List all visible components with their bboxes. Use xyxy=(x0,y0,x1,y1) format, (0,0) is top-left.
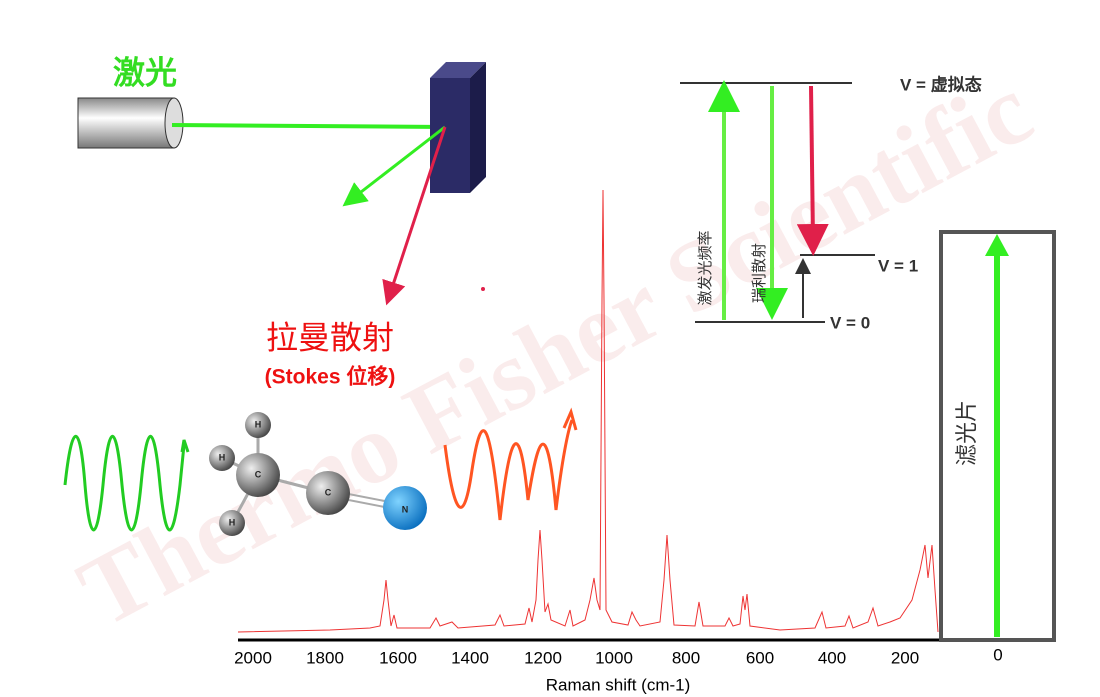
atom-label: C xyxy=(255,469,262,479)
stokes-arrow xyxy=(796,85,829,256)
atom-label: H xyxy=(255,419,262,429)
x-tick-label: 1800 xyxy=(306,648,344,667)
scatter-arrow xyxy=(342,125,446,207)
x-axis-label: Raman shift (cm-1) xyxy=(546,675,691,694)
laser-beam xyxy=(171,123,446,129)
x-tick-label: 400 xyxy=(818,648,846,667)
watermark: Thermo Fisher Scientific xyxy=(61,53,1048,648)
wave-arrowhead xyxy=(180,439,190,453)
x-tick-label: 2000 xyxy=(234,648,272,667)
atom-label: C xyxy=(325,487,332,497)
raman-arrow xyxy=(382,126,447,306)
x-tick-label: 1400 xyxy=(451,648,489,667)
excitation-label: 激发光频率 xyxy=(697,230,714,305)
spectrum-trace xyxy=(237,189,939,633)
x-tick-label: 600 xyxy=(746,648,774,667)
stokes-label: (Stokes 位移) xyxy=(265,365,396,389)
wave-arrowhead xyxy=(562,407,578,431)
incident-wave xyxy=(63,434,186,532)
scattered-wave xyxy=(443,419,574,521)
laser-label: 激光 xyxy=(113,54,177,90)
filter-arrowhead xyxy=(985,234,1009,256)
x-tick-label: 800 xyxy=(672,648,700,667)
level-label: V = 虚拟态 xyxy=(900,74,982,94)
laser-cylinder xyxy=(77,97,184,149)
x-tick-label: 1000 xyxy=(595,648,633,667)
atom-label: N xyxy=(402,504,409,514)
atom-label: H xyxy=(219,452,226,462)
x-tick-label: 0 xyxy=(993,645,1002,664)
rayleigh-label: 瑞利散射 xyxy=(751,243,768,303)
atom-label: H xyxy=(229,517,236,527)
level-label: V = 1 xyxy=(878,256,918,275)
molecule xyxy=(209,412,427,536)
filter-box xyxy=(939,230,1056,642)
raman-label: 拉曼散射 xyxy=(266,319,394,355)
filter-label: 滤光片 xyxy=(954,400,979,466)
x-tick-label: 1600 xyxy=(379,648,417,667)
x-tick-label: 1200 xyxy=(524,648,562,667)
sample-block xyxy=(430,62,486,193)
dot xyxy=(481,287,485,291)
level-label: V = 0 xyxy=(830,313,870,332)
x-tick-label: 200 xyxy=(891,648,919,667)
